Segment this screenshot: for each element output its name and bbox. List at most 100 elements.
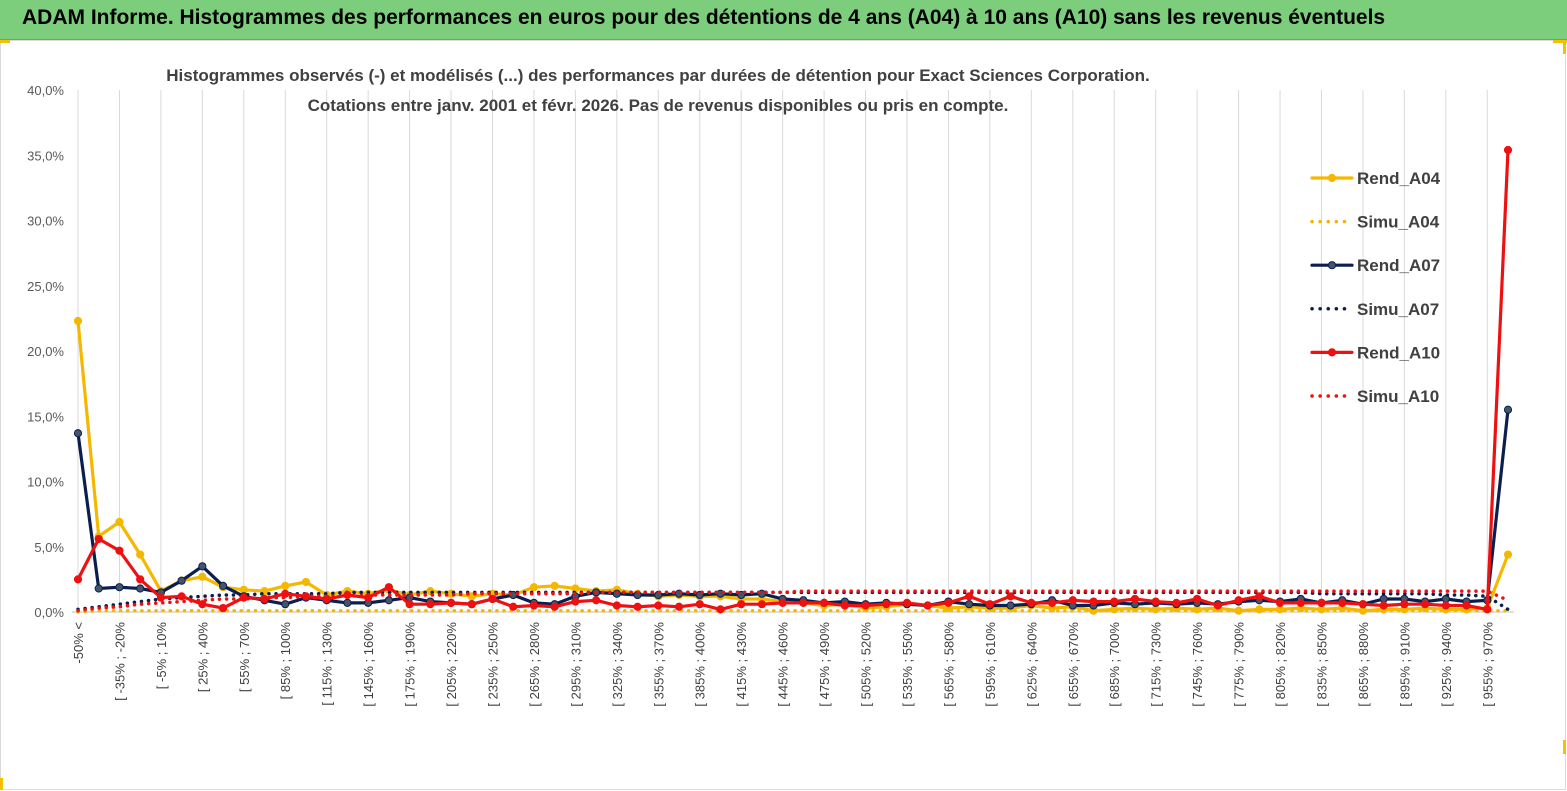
y-tick-label: 0,0% <box>34 605 64 620</box>
data-point-rend-a10 <box>695 600 704 609</box>
x-tick-label: [ 85% ; 100% <box>278 622 293 700</box>
data-point-rend-a10 <box>819 598 829 607</box>
data-point-rend-a04 <box>571 584 580 593</box>
x-tick-label: [ 235% ; 250% <box>485 622 500 707</box>
y-tick-label: 10,0% <box>27 475 64 490</box>
data-point-rend-a10 <box>488 594 497 604</box>
y-tick-label: 25,0% <box>27 279 64 294</box>
data-point-rend-a10 <box>861 601 870 610</box>
x-tick-label: [ 805% ; 820% <box>1273 622 1288 707</box>
data-point-rend-a10 <box>1234 596 1243 605</box>
data-point-rend-a04 <box>550 581 559 591</box>
banner-title: ADAM Informe. Histogrammes des performan… <box>22 6 1386 29</box>
data-point-rend-a10 <box>1338 598 1347 607</box>
data-point-rend-a10 <box>1068 596 1077 605</box>
data-point-rend-a10 <box>529 601 539 610</box>
data-point-rend-a10 <box>1483 605 1492 614</box>
data-point-rend-a07 <box>965 600 974 609</box>
data-point-rend-a10 <box>716 605 725 614</box>
y-tick-label: 30,0% <box>27 214 64 229</box>
corner-accent-right-top <box>1563 40 1566 54</box>
data-point-rend-a04 <box>73 316 83 326</box>
x-tick-label: [ 25% ; 40% <box>195 622 210 693</box>
x-tick-label: [ 445% ; 460% <box>776 622 791 707</box>
data-point-rend-a10 <box>446 598 456 607</box>
data-point-rend-a07 <box>73 429 83 438</box>
x-tick-label: [ 655% ; 670% <box>1066 622 1081 707</box>
data-point-rend-a04 <box>281 581 290 591</box>
data-point-rend-a10 <box>1027 598 1036 607</box>
data-point-rend-a10 <box>1358 600 1368 609</box>
data-point-rend-a10 <box>1006 592 1015 601</box>
x-tick-label: [ 205% ; 220% <box>444 622 459 707</box>
data-point-rend-a10 <box>1130 594 1140 604</box>
x-tick-label: [ 865% ; 880% <box>1356 622 1371 707</box>
data-point-rend-a04 <box>136 550 145 559</box>
data-point-rend-a10 <box>1172 598 1181 607</box>
data-point-rend-a10 <box>550 602 559 611</box>
data-point-rend-a10 <box>115 546 124 555</box>
x-tick-label: [ 835% ; 850% <box>1314 622 1329 707</box>
data-point-rend-a04 <box>1503 550 1513 559</box>
data-point-rend-a10 <box>674 602 684 611</box>
data-point-rend-a04 <box>529 583 539 592</box>
corner-accent-bottom-right <box>1563 740 1566 754</box>
x-tick-label: [ 955% ; 970% <box>1480 622 1495 707</box>
x-tick-label: [ 535% ; 550% <box>900 622 915 707</box>
x-tick-label: -50% < <box>71 622 86 664</box>
legend-label-simu-a10: Simu_A10 <box>1357 387 1439 406</box>
data-point-rend-a10 <box>509 602 518 611</box>
data-point-rend-a10 <box>281 589 290 598</box>
chart-title-line: Histogrammes observés (-) et modélisés (… <box>166 66 1149 85</box>
x-tick-label: [ 295% ; 310% <box>568 622 583 707</box>
data-point-rend-a10 <box>1379 601 1388 610</box>
x-tick-label: [ 895% ; 910% <box>1397 622 1412 707</box>
x-tick-label: [ 775% ; 790% <box>1232 622 1247 707</box>
data-point-rend-a10 <box>840 601 849 610</box>
data-point-rend-a10 <box>633 602 642 611</box>
x-tick-label: [ 325% ; 340% <box>610 622 625 707</box>
data-point-rend-a07 <box>218 581 228 591</box>
x-tick-label: [ 265% ; 280% <box>527 622 542 707</box>
data-point-rend-a07 <box>136 584 145 593</box>
data-point-rend-a04 <box>115 517 124 527</box>
x-tick-label: [ 145% ; 160% <box>361 622 376 707</box>
data-point-rend-a10 <box>571 597 580 606</box>
x-tick-label: [ 745% ; 760% <box>1190 622 1205 707</box>
data-point-rend-a10 <box>592 596 601 605</box>
data-point-rend-a10 <box>218 603 228 613</box>
x-tick-label: [ 175% ; 190% <box>403 622 418 707</box>
legend-label-rend-a07: Rend_A07 <box>1357 256 1440 275</box>
data-point-rend-a10 <box>1193 594 1202 604</box>
chart-title-line: Cotations entre janv. 2001 et févr. 2026… <box>308 96 1009 115</box>
data-point-rend-a07 <box>177 576 186 585</box>
data-point-rend-a10 <box>965 592 974 601</box>
x-tick-label: [ 385% ; 400% <box>693 622 708 707</box>
series-line-rend-a07 <box>76 408 1510 608</box>
data-point-rend-a10 <box>612 601 621 610</box>
data-point-rend-a10 <box>1047 598 1057 607</box>
series-line-rend-a10 <box>76 148 1510 612</box>
legend-label-rend-a10: Rend_A10 <box>1357 343 1440 362</box>
x-tick-label: [ 505% ; 520% <box>859 622 874 707</box>
legend-marker-rend-a10 <box>1327 348 1337 357</box>
data-point-rend-a10 <box>1400 600 1409 609</box>
corner-accent-top-left <box>0 40 10 43</box>
data-point-rend-a10 <box>156 593 165 602</box>
x-tick-label: [ 625% ; 640% <box>1024 622 1039 707</box>
data-point-rend-a10 <box>1089 597 1098 606</box>
x-tick-label: [ 55% ; 70% <box>237 622 252 693</box>
data-point-rend-a10 <box>1421 600 1430 609</box>
series-line-rend-a04 <box>76 319 1510 613</box>
data-point-rend-a10 <box>136 575 145 584</box>
y-tick-label: 40,0% <box>27 83 64 98</box>
data-point-rend-a10 <box>1317 598 1326 607</box>
data-point-rend-a10 <box>923 601 932 610</box>
y-tick-label: 20,0% <box>27 344 64 359</box>
data-point-rend-a10 <box>902 598 912 607</box>
legend-label-rend-a04: Rend_A04 <box>1357 169 1441 188</box>
corner-accent-bottom-left <box>0 778 3 790</box>
x-tick-label: [ 595% ; 610% <box>983 622 998 707</box>
